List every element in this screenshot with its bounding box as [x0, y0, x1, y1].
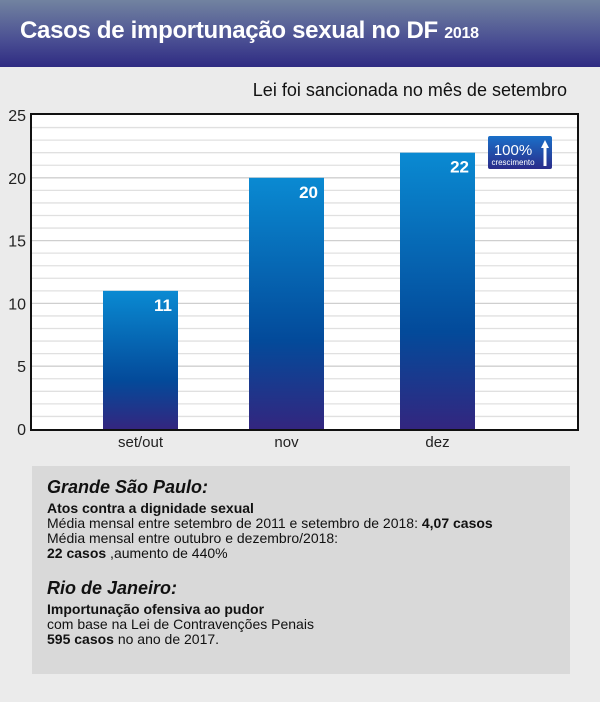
bar-value-label: 11 — [154, 296, 172, 315]
rj-subheading: Importunação ofensiva ao pudor — [47, 601, 265, 617]
x-category-label: nov — [274, 434, 299, 451]
growth-badge: 100% crescimento — [488, 136, 552, 169]
sp-line2: Média mensal entre outubro e dezembro/20… — [47, 530, 339, 546]
y-tick-label: 15 — [8, 234, 26, 251]
header-banner: Casos de importunação sexual no DF 2018 — [0, 0, 600, 67]
arrow-up-icon — [541, 140, 549, 166]
sp-line1: Média mensal entre setembro de 2011 e se… — [47, 516, 570, 531]
rj-heading: Rio de Janeiro: — [47, 578, 178, 598]
y-tick-label: 20 — [8, 171, 26, 188]
bar-value-label: 20 — [299, 183, 318, 202]
rj-line2: 595 casos no ano de 2017. — [47, 632, 570, 647]
rj-line2-bold: 595 casos — [47, 631, 114, 647]
y-tick-label: 25 — [8, 108, 26, 125]
sp-subheading: Atos contra a dignidade sexual — [47, 500, 254, 516]
y-tick-label: 0 — [17, 422, 26, 439]
title-year: 2018 — [444, 25, 479, 42]
chart-subtitle: Lei foi sancionada no mês de setembro — [252, 80, 567, 100]
y-tick-label: 10 — [8, 296, 26, 313]
x-category-label: set/out — [118, 434, 164, 451]
y-tick-label: 5 — [17, 359, 26, 376]
sp-heading: Grande São Paulo: — [47, 477, 209, 497]
sp-line1-text: Média mensal entre setembro de 2011 e se… — [47, 515, 422, 531]
sp-line3-bold: 22 casos — [47, 545, 107, 561]
page-title: Casos de importunação sexual no DF 2018 — [20, 17, 479, 45]
bar-nov — [249, 177, 324, 429]
title-text: Casos de importunação sexual no DF — [20, 17, 438, 44]
bar-chart: 0 5 10 15 20 25 11 set/out 20 nov 22 dez 100% cresc… — [8, 108, 579, 451]
x-category-label: dez — [425, 434, 449, 451]
sp-line1-bold: 4,07 casos — [421, 515, 493, 531]
bar-set-out — [103, 290, 178, 429]
rj-line2-text: no ano de 2017. — [113, 631, 220, 647]
bar-value-label: 22 — [450, 158, 469, 177]
badge-value: 100% — [494, 142, 532, 159]
info-box: Grande São Paulo: Atos contra a dignidad… — [32, 466, 570, 674]
sp-line3-text: ,aumento de 440% — [106, 545, 228, 561]
rj-line1: com base na Lei de Contravenções Penais — [47, 616, 314, 632]
bar-dez — [400, 152, 475, 429]
sp-line3: 22 casos ,aumento de 440% — [47, 546, 570, 561]
badge-label: crescimento — [491, 158, 535, 167]
